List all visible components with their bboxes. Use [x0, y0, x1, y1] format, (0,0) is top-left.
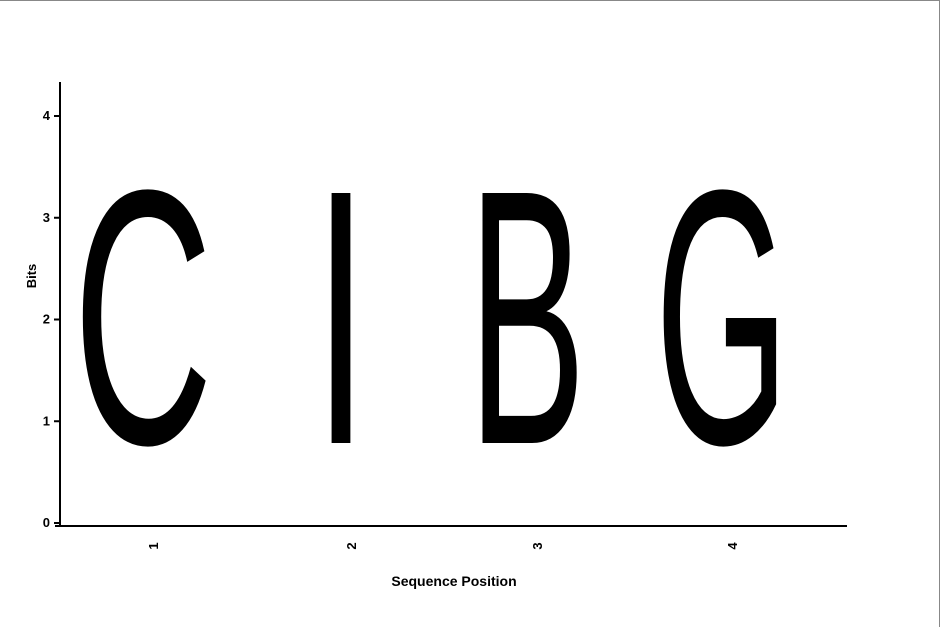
logo-letter-I: I — [313, 115, 369, 521]
x-axis-label: Sequence Position — [391, 573, 516, 589]
logo-letter-C: C — [73, 114, 213, 521]
y-tick-label: 1 — [43, 413, 50, 428]
y-tick-label: 2 — [43, 312, 50, 327]
y-tick-label: 4 — [43, 108, 51, 123]
logo-letter-B: B — [468, 114, 586, 521]
y-axis-ticks: 0 1 2 3 4 — [43, 108, 60, 530]
x-tick-label: 3 — [530, 542, 545, 549]
x-tick-label: 2 — [344, 542, 359, 549]
x-tick-label: 4 — [725, 542, 740, 550]
y-axis-label: Bits — [24, 264, 39, 289]
y-tick-label: 0 — [43, 515, 50, 530]
logo-letter-G: G — [655, 116, 789, 521]
y-tick-label: 3 — [43, 210, 50, 225]
x-axis-ticks: 1 2 3 4 — [146, 542, 740, 550]
x-tick-label: 1 — [146, 542, 161, 549]
